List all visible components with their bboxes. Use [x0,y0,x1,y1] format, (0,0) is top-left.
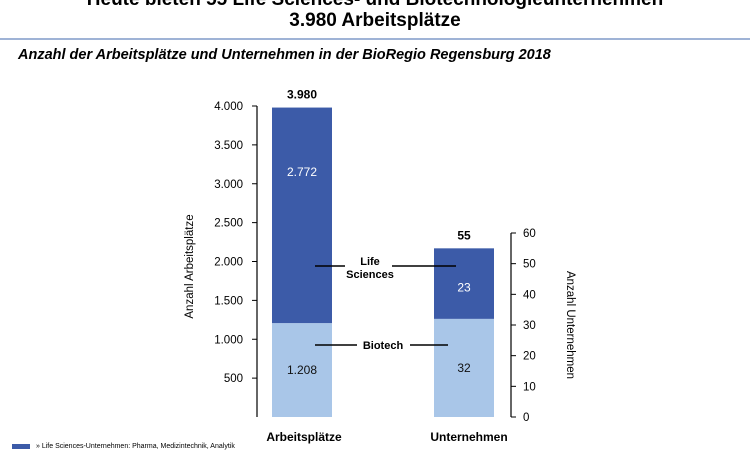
annotation-life-sciences-line1: Life [360,256,380,268]
tick-label-unternehmen: 30 [523,320,536,332]
bar-value-label-arbeitsplaetze-biotech: 1.208 [287,363,317,377]
tick-label-arbeitsplaetze: 2.000 [214,257,243,269]
bars-group [272,107,494,417]
right-y-axis: 0 10 20 30 40 50 60 Anzahl Unternehmen [510,228,576,424]
footnote-text: » Life Sciences-Unternehmen: Pharma, Med… [36,443,235,450]
tick-label-unternehmen: 40 [523,289,536,301]
chart-subtitle: Anzahl der Arbeitsplätze und Unternehmen… [18,47,551,63]
tick-label-arbeitsplaetze: 2.500 [214,218,243,230]
tick-label-arbeitsplaetze: 500 [224,373,243,385]
labels-group: 1.208 2.772 3.980 Arbeitsplätze 32 23 55 Untern… [266,88,507,444]
annotation-biotech: Biotech [363,340,404,352]
title-divider [0,38,750,40]
axis-title-arbeitsplaetze: Anzahl Arbeitsplätze [184,214,196,318]
left-y-axis: 500 1.000 1.500 2.000 2.500 3.000 3.500 4.000 An… [184,101,258,417]
bar-value-label-unternehmen-biotech: 32 [457,361,471,375]
tick-label-unternehmen: 10 [523,381,536,393]
annotation-life-sciences-line2: Sciences [346,269,394,281]
tick-label-arbeitsplaetze: 1.000 [214,334,243,346]
bar-unternehmen-biotech [434,318,494,417]
bar-arbeitsplaetze-life-sciences [272,107,332,324]
tick-label-arbeitsplaetze: 4.000 [214,101,243,113]
tick-label-unternehmen: 50 [523,259,536,271]
bar-arbeitsplaetze-biotech [272,323,332,417]
bar-value-label-unternehmen-life-sciences: 23 [457,281,471,295]
tick-label-unternehmen: 0 [523,412,529,424]
axis-title-unternehmen: Anzahl Unternehmen [564,271,576,379]
tick-label-arbeitsplaetze: 1.500 [214,295,243,307]
category-label-unternehmen: Unternehmen [430,430,507,444]
bar-total-label-unternehmen: 55 [457,228,471,242]
tick-label-arbeitsplaetze: 3.500 [214,140,243,152]
page-title-line-2: 3.980 Arbeitsplätze [289,10,461,31]
bar-unternehmen-life-sciences [434,248,494,319]
page-title-line-1: Heute bieten 55 Life Sciences- und Biote… [0,0,750,11]
bar-total-label-arbeitsplaetze: 3.980 [287,88,317,102]
category-label-arbeitsplaetze: Arbeitsplätze [266,430,342,444]
tick-label-arbeitsplaetze: 3.000 [214,179,243,191]
footnote: » Life Sciences-Unternehmen: Pharma, Med… [12,443,235,450]
footnote-swatch [12,443,30,449]
bar-value-label-arbeitsplaetze-life-sciences: 2.772 [287,165,317,179]
tick-label-unternehmen: 20 [523,351,536,363]
tick-label-unternehmen: 60 [523,228,536,240]
